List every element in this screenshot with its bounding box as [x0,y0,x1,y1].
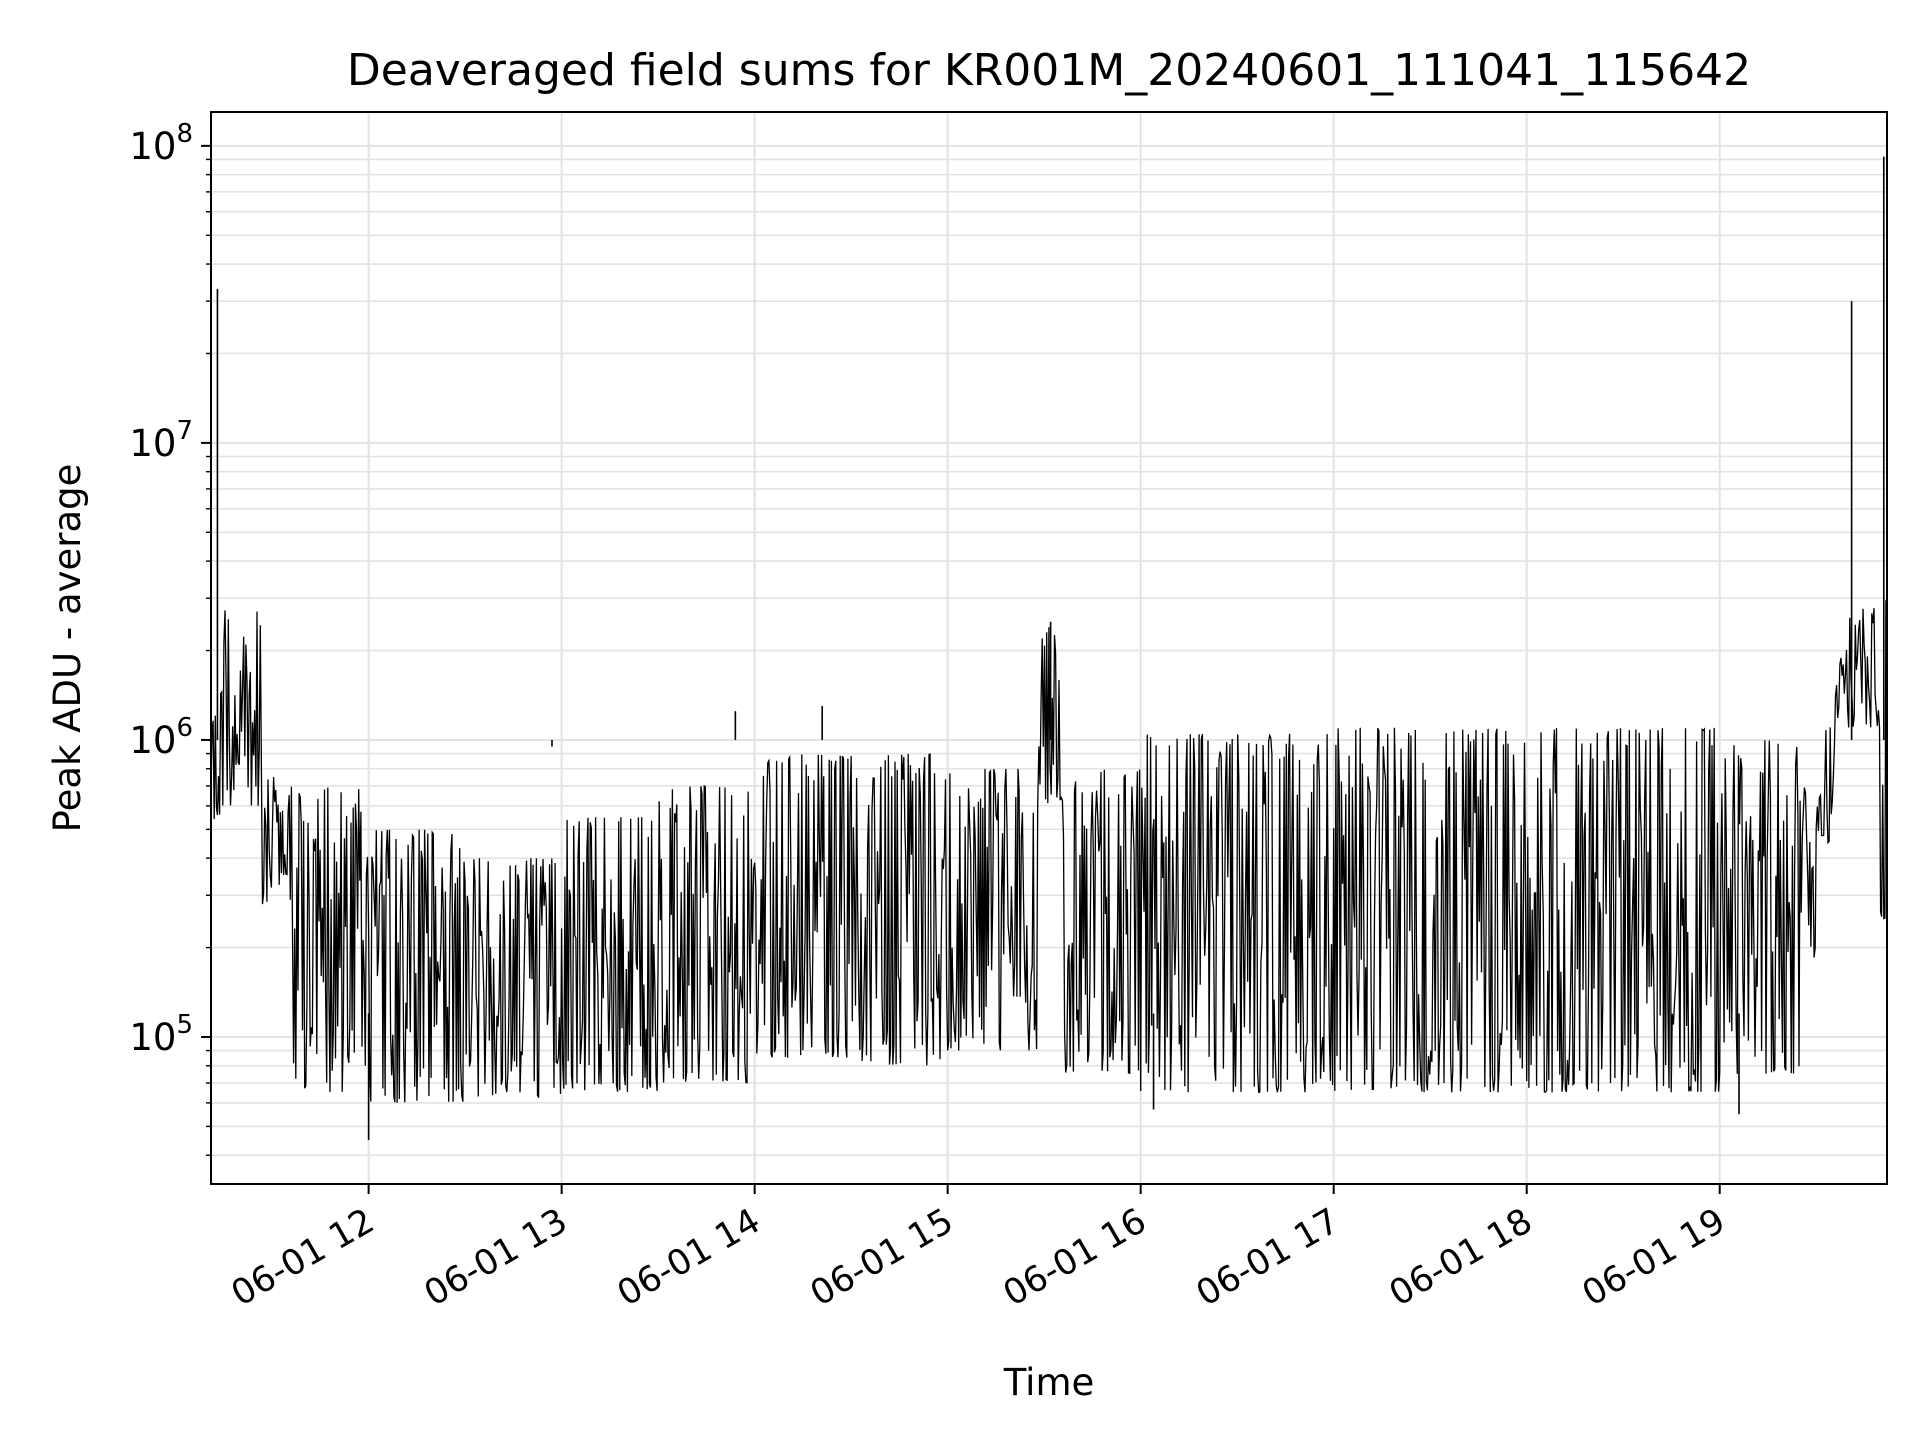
y-tick-exponent: 5 [176,1010,193,1040]
y-tick-exponent: 8 [176,119,193,149]
x-axis-label: Time [1003,1361,1095,1404]
y-tick-exponent: 7 [176,416,193,446]
y-axis-label: Peak ADU - average [46,464,89,833]
series-line [210,156,1887,1141]
plot-frame [210,111,1888,1185]
chart-title: Deaveraged field sums for KR001M_2024060… [347,45,1751,96]
series-trace [210,600,1887,1103]
y-tick-exponent: 6 [176,713,193,743]
